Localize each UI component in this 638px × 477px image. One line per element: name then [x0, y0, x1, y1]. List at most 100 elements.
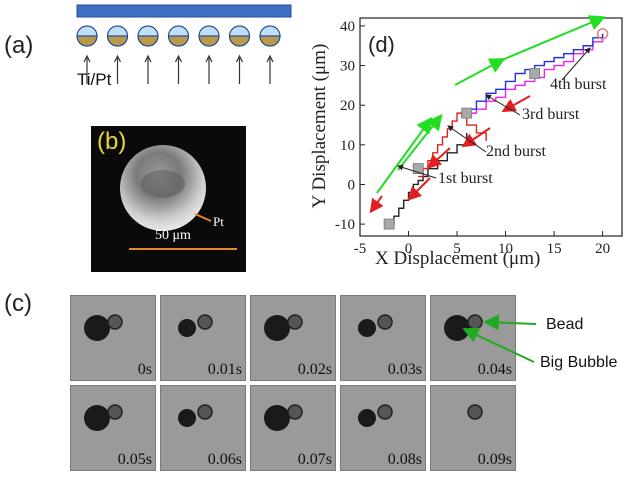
- panel-b-label: (b): [97, 128, 127, 155]
- bead: [197, 314, 213, 330]
- deposition-arrow: [174, 54, 183, 84]
- video-frame: 0.03s: [340, 295, 426, 381]
- video-frame: 0.02s: [250, 295, 336, 381]
- bead-label: Bead: [546, 316, 584, 333]
- frame-timestamp: 0.03s: [387, 361, 422, 378]
- green-guide-arrow-1: [376, 116, 433, 194]
- y-tick-label: -10: [335, 217, 355, 233]
- frame-timestamp: 0.07s: [297, 451, 332, 468]
- panel-c-label: (c): [4, 290, 32, 317]
- panel-d-label: (d): [368, 32, 395, 57]
- series-line-3: [466, 33, 604, 110]
- video-frame: 0.05s: [70, 385, 156, 471]
- half-coated-bead: [228, 25, 251, 47]
- bead: [377, 314, 393, 330]
- green-guide-arrow-3: [454, 58, 506, 86]
- y-tick-label: 40: [340, 19, 355, 35]
- burst-marker: [412, 163, 424, 175]
- pt-arrow: [194, 213, 212, 222]
- red-arrow-1: [407, 177, 431, 201]
- video-frame: 0.04s: [430, 295, 516, 381]
- half-coated-bead: [137, 25, 159, 47]
- leader-4th: [561, 47, 591, 81]
- bead: [197, 404, 213, 420]
- leader-1st: [397, 164, 437, 179]
- leader-2nd: [447, 125, 487, 153]
- bead-dimple: [141, 170, 185, 198]
- y-tick-label: 30: [340, 59, 355, 75]
- bubble: [178, 319, 196, 337]
- annotation-4th-burst: 4th burst: [550, 76, 607, 93]
- y-axis-label: Y Displacement (μm): [309, 43, 330, 209]
- panel-b-sem-image: (b) Pt 50 μm: [91, 126, 246, 272]
- y-tick-label: 0: [348, 177, 356, 193]
- deposition-arrow: [83, 54, 91, 84]
- frame-timestamp: 0.06s: [207, 451, 242, 468]
- pt-label: Pt: [213, 214, 224, 229]
- x-axis-label: X Displacement (μm): [375, 248, 541, 269]
- video-frame: 0s: [70, 295, 156, 381]
- half-coated-bead: [76, 25, 98, 47]
- material-label: Ti/Pt: [77, 70, 112, 89]
- green-guide-arrow-4: [501, 15, 606, 61]
- burst-marker: [461, 107, 473, 119]
- video-frame: 0.01s: [160, 295, 246, 381]
- red-arrow-3: [461, 127, 491, 148]
- plot-frame: [359, 17, 623, 237]
- annotation-2nd-burst: 2nd burst: [486, 143, 546, 160]
- bubble: [358, 319, 376, 337]
- y-tick-label: 20: [340, 98, 355, 114]
- x-tick-label: 5: [453, 241, 461, 257]
- substrate-bar: [76, 4, 292, 18]
- scale-bar-label: 50 μm: [155, 228, 191, 243]
- panel-d-chart: -5 0 5 10 15 20 -10 0 10 20 30 40 (d) 1st burst 2nd…: [290, 0, 638, 290]
- frame-timestamp: 0s: [137, 361, 152, 378]
- frame-timestamp: 0.04s: [477, 361, 512, 378]
- half-coated-bead: [198, 25, 220, 47]
- big-bubble-label: Big Bubble: [540, 354, 618, 371]
- bubble: [444, 315, 470, 341]
- bead: [107, 314, 123, 330]
- deposition-arrow: [235, 54, 244, 84]
- panel-a-label: (a): [4, 32, 34, 59]
- burst-marker: [529, 68, 541, 79]
- frame-timestamp: 0.08s: [387, 451, 422, 468]
- bead-array-diagram: [76, 4, 292, 84]
- video-frame: 0.08s: [340, 385, 426, 471]
- half-coated-bead: [106, 25, 129, 47]
- frame-timestamp: 0.01s: [207, 361, 242, 378]
- annotation-1st-burst: 1st burst: [438, 170, 493, 187]
- x-tick-label: 0: [405, 241, 413, 257]
- deposition-arrow: [205, 54, 213, 84]
- sem-bead-image: [120, 145, 237, 250]
- bubble: [264, 405, 290, 431]
- frame-timestamp: 0.05s: [117, 451, 152, 468]
- x-tick-label: -5: [354, 241, 367, 257]
- deposition-arrow: [144, 54, 152, 84]
- displacement-chart: -5 0 5 10 15 20 -10 0 10 20 30 40: [335, 15, 623, 257]
- bubble: [264, 315, 290, 341]
- video-frame: 0.07s: [250, 385, 336, 471]
- bubble: [178, 409, 196, 427]
- x-tick-label: 10: [498, 241, 513, 257]
- red-arrow-4: [501, 95, 531, 112]
- bead: [107, 404, 123, 420]
- deposition-arrow: [113, 54, 122, 84]
- bubble: [84, 315, 110, 341]
- half-coated-bead: [259, 25, 281, 47]
- x-tick-label: 20: [595, 241, 610, 257]
- frame-timestamp: 0.09s: [477, 451, 512, 468]
- panel-a: Ti/Pt: [0, 0, 310, 110]
- red-arrow-5: [369, 195, 384, 214]
- green-guide-arrow-2: [397, 113, 443, 171]
- bead: [287, 314, 303, 330]
- leader-3rd: [485, 94, 521, 116]
- bead: [287, 404, 303, 420]
- half-coated-bead: [167, 25, 190, 47]
- video-frame: 0.06s: [160, 385, 246, 471]
- y-tick-label: 10: [340, 138, 355, 154]
- series-line-0: [389, 132, 468, 225]
- bead: [377, 404, 393, 420]
- burst-marker: [383, 218, 395, 230]
- bubble: [84, 405, 110, 431]
